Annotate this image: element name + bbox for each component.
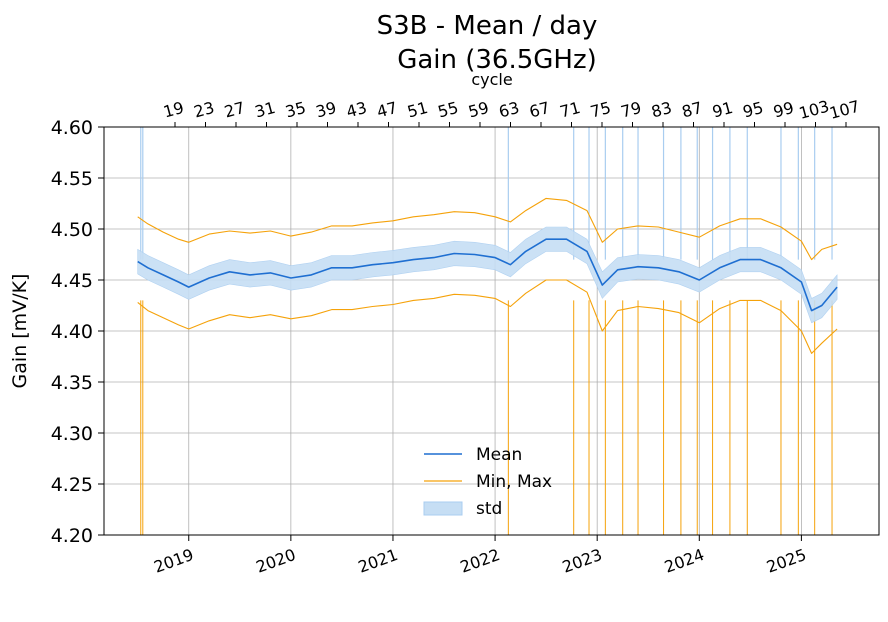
x-tick-label: 2022: [458, 545, 503, 577]
y-tick-label: 4.20: [51, 525, 93, 547]
cycle-tick-label: 19: [161, 98, 186, 122]
std-band-layer: [137, 226, 838, 324]
legend-mean-label: Mean: [476, 445, 522, 465]
cycle-tick-label: 95: [741, 98, 766, 122]
plot-frame: [103, 126, 880, 536]
cycle-tick-label: 107: [827, 97, 861, 123]
cycle-tick-label: 75: [588, 98, 613, 122]
cycle-tick-label: 47: [375, 98, 400, 122]
y-axis-label: Gain [mV/K]: [9, 274, 31, 389]
y-tick-label: 4.60: [51, 117, 93, 139]
y-tick-label: 4.45: [51, 270, 93, 292]
top-axis-label: cycle: [471, 70, 512, 89]
y-tick-label: 4.30: [51, 423, 93, 445]
spike-lines: [140, 127, 833, 535]
cycle-tick-label: 91: [710, 98, 735, 122]
cycle-tick-label: 39: [314, 98, 339, 122]
legend: Mean Min, Max std: [423, 445, 552, 519]
series-lines: [137, 197, 838, 354]
cycle-tick-label: 71: [558, 98, 583, 122]
y-tick-label: 4.55: [51, 168, 93, 190]
cycle-ticks: 19 23 27 31 35 39 43 47 51 55 59 63 67 71 75 79 83 87 91 95…: [161, 97, 862, 127]
cycle-tick-label: 103: [797, 97, 831, 123]
cycle-tick-label: 79: [619, 98, 644, 122]
cycle-tick-label: 27: [222, 98, 247, 122]
cycle-tick-label: 23: [192, 98, 217, 122]
y-tick-label: 4.35: [51, 372, 93, 394]
cycle-tick-label: 83: [649, 98, 674, 122]
std-band: [137, 226, 838, 324]
y-tick-label: 4.40: [51, 321, 93, 343]
cycle-tick-label: 99: [771, 98, 796, 122]
series-line-max: [137, 197, 838, 261]
cycle-tick-label: 87: [680, 98, 705, 122]
cycle-tick-label: 35: [283, 98, 308, 122]
x-ticks: 2019 2020 2021 2022 2023 2024 2025: [151, 535, 809, 577]
chart-title-line1: S3B - Mean / day: [377, 11, 598, 41]
y-tick-label: 4.50: [51, 219, 93, 241]
cycle-tick-label: 67: [527, 98, 552, 122]
x-tick-label: 2019: [151, 545, 196, 577]
x-tick-label: 2021: [356, 545, 401, 577]
cycle-tick-label: 63: [497, 98, 522, 122]
x-tick-label: 2025: [764, 545, 809, 577]
grid: [104, 127, 879, 535]
legend-std-label: std: [476, 499, 502, 519]
cycle-tick-label: 55: [436, 98, 461, 122]
x-tick-label: 2023: [560, 545, 605, 577]
x-tick-label: 2020: [253, 545, 298, 577]
legend-minmax-label: Min, Max: [476, 472, 552, 492]
series-line-min: [137, 279, 838, 354]
y-ticks: 4.20 4.25 4.30 4.35 4.40 4.45 4.50 4.55 4.60: [51, 117, 104, 547]
cycle-tick-label: 43: [344, 98, 369, 122]
chart-title-line2: Gain (36.5GHz): [397, 45, 597, 75]
x-tick-label: 2024: [662, 545, 707, 577]
y-tick-label: 4.25: [51, 474, 93, 496]
series-line-mean: [137, 238, 838, 312]
legend-std-swatch: [423, 501, 463, 516]
cycle-tick-label: 59: [466, 98, 491, 122]
cycle-tick-label: 31: [253, 98, 278, 122]
cycle-tick-label: 51: [405, 98, 430, 122]
